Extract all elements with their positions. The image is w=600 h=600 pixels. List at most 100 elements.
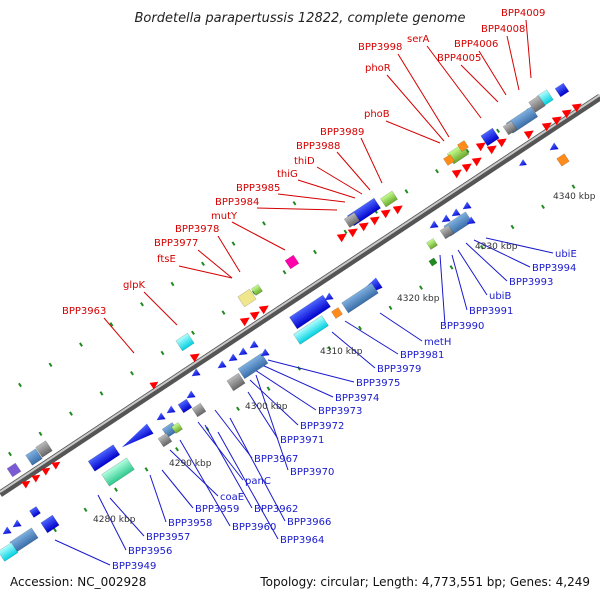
gene-label[interactable]: BPP4009 xyxy=(501,8,545,19)
gene-box xyxy=(251,284,263,296)
gene-arrow-forward xyxy=(358,222,369,232)
gene-label[interactable]: mutY xyxy=(211,211,238,222)
gene-box xyxy=(226,372,246,392)
gene-label[interactable]: BPP4006 xyxy=(454,39,498,50)
gene-label[interactable]: BPP3960 xyxy=(232,522,276,533)
gene-label[interactable]: BPP3958 xyxy=(168,518,212,529)
gene-label[interactable]: BPP3970 xyxy=(290,467,334,478)
gene-label[interactable]: BPP3998 xyxy=(358,42,402,53)
gene-label[interactable]: BPP3979 xyxy=(377,364,421,375)
gene-arrow-forward xyxy=(392,205,403,215)
gene-label[interactable]: BPP3959 xyxy=(195,504,239,515)
tick-dot xyxy=(358,325,362,331)
tick-dot xyxy=(292,200,297,206)
gene-box xyxy=(343,212,361,228)
gene-label[interactable]: BPP3972 xyxy=(300,421,344,432)
gene-label[interactable]: thiG xyxy=(277,169,298,180)
gene-box xyxy=(428,257,438,267)
gene-arrow-forward xyxy=(31,474,41,483)
gene-box xyxy=(191,402,207,418)
gene-box xyxy=(87,444,121,472)
gene-label[interactable]: thiD xyxy=(294,156,315,167)
gene-label[interactable]: ubiB xyxy=(489,291,511,302)
gene-label[interactable]: BPP3994 xyxy=(532,263,576,274)
gene-box xyxy=(284,254,300,270)
gene-box xyxy=(101,457,135,487)
gene-label[interactable]: BPP4008 xyxy=(481,24,525,35)
gene-label[interactable]: BPP3964 xyxy=(280,535,324,546)
gene-label[interactable]: BPP3973 xyxy=(318,406,362,417)
gene-label[interactable]: ubiE xyxy=(555,249,577,260)
gene-label[interactable]: metH xyxy=(424,337,451,348)
gene-label[interactable]: BPP3957 xyxy=(146,532,190,543)
leader-line-top xyxy=(385,120,441,144)
gene-label[interactable]: BPP3988 xyxy=(296,141,340,152)
leader-line-top xyxy=(478,50,507,96)
gene-box xyxy=(502,120,518,136)
scale-label: 4300 kbp xyxy=(245,402,288,412)
leader-line-top xyxy=(217,235,241,273)
tick-dot xyxy=(144,467,149,472)
gene-label[interactable]: BPP3993 xyxy=(509,277,553,288)
leader-line-bottom xyxy=(229,417,286,522)
scale-label: 4330 kbp xyxy=(475,242,518,252)
gene-label[interactable]: BPP3956 xyxy=(128,546,172,557)
gene-arrow-forward xyxy=(523,130,534,140)
gene-box xyxy=(157,432,173,448)
gene-label[interactable]: coaE xyxy=(220,492,244,503)
gene-arrow-forward xyxy=(496,138,507,148)
gene-label[interactable]: BPP3991 xyxy=(469,306,513,317)
gene-label[interactable]: BPP3974 xyxy=(335,393,379,404)
gene-box xyxy=(443,154,455,166)
leader-line-bottom xyxy=(247,391,279,440)
leader-line-top xyxy=(197,249,233,279)
tick-dot xyxy=(327,345,332,351)
gene-label[interactable]: BPP4005 xyxy=(437,53,481,64)
gene-label[interactable]: BPP3949 xyxy=(112,561,156,572)
gene-box xyxy=(426,238,438,250)
gene-label[interactable]: BPP3971 xyxy=(280,435,324,446)
gene-arrow-reverse xyxy=(238,347,248,356)
gene-label[interactable]: phoR xyxy=(365,63,391,74)
gene-label[interactable]: BPP3975 xyxy=(356,378,400,389)
tick-dot xyxy=(8,451,12,457)
gene-label[interactable]: serA xyxy=(407,34,429,45)
accession-text: Accession: NC_002928 xyxy=(10,575,146,589)
gene-box xyxy=(331,307,343,319)
gene-arrow-forward xyxy=(189,353,200,363)
gene-label[interactable]: BPP3981 xyxy=(400,350,444,361)
gene-label[interactable]: BPP3990 xyxy=(440,321,484,332)
tick-dot xyxy=(140,301,144,307)
leader-line-top xyxy=(506,35,520,91)
leader-line-bottom xyxy=(344,320,399,355)
leader-line-bottom xyxy=(485,237,554,254)
gene-arrow-forward xyxy=(380,209,391,219)
tick-dot xyxy=(419,285,423,290)
gene-arrow-reverse xyxy=(166,405,176,414)
gene-label[interactable]: BPP3977 xyxy=(154,238,198,249)
gene-label[interactable]: panC xyxy=(245,476,271,487)
gene-label[interactable]: BPP3985 xyxy=(236,183,280,194)
gene-label[interactable]: BPP3984 xyxy=(215,197,259,208)
gene-label[interactable]: BPP3967 xyxy=(254,454,298,465)
tick-dot xyxy=(343,229,348,235)
gene-label[interactable]: BPP3962 xyxy=(254,504,298,515)
gene-arrow-reverse xyxy=(186,390,196,399)
leader-line-top xyxy=(143,291,178,326)
gene-arrow-forward xyxy=(571,103,582,113)
gene-arrow-reverse xyxy=(451,208,461,217)
gene-label[interactable]: BPP3966 xyxy=(287,517,331,528)
gene-box xyxy=(6,462,22,478)
gene-arrow-forward xyxy=(475,142,486,152)
gene-arrow-forward xyxy=(41,467,51,476)
gene-box xyxy=(171,422,183,434)
gene-label[interactable]: BPP3989 xyxy=(320,127,364,138)
gene-label[interactable]: glpK xyxy=(123,280,145,291)
gene-label[interactable]: phoB xyxy=(364,109,390,120)
tick-dot xyxy=(18,382,22,388)
gene-label[interactable]: BPP3963 xyxy=(62,306,106,317)
gene-label[interactable]: ftsE xyxy=(157,254,176,265)
gene-label[interactable]: BPP3978 xyxy=(175,224,219,235)
leader-line-bottom xyxy=(379,312,423,342)
